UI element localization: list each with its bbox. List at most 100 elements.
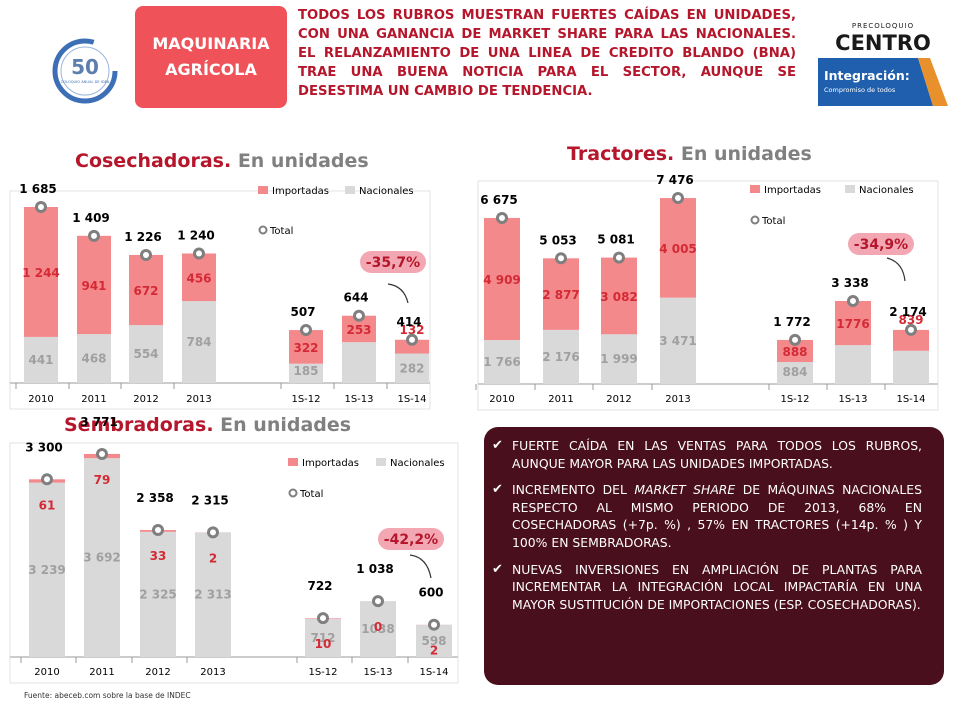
bar-nacionales <box>84 458 120 657</box>
change-arrow <box>886 257 906 282</box>
total-marker <box>317 612 329 625</box>
data-label-importadas: 322 <box>293 341 318 355</box>
bar-nacionales <box>24 336 58 383</box>
x-tick-label: 2010 <box>34 667 59 678</box>
total-marker <box>372 595 384 608</box>
legend-swatch-total <box>258 225 268 235</box>
data-label-importadas: 839 <box>898 313 923 327</box>
chart-title-sembradoras: Sembradoras. En unidades <box>64 414 352 436</box>
total-marker <box>96 447 108 460</box>
data-label-importadas: 941 <box>81 279 106 293</box>
bar-nacionales <box>140 531 176 657</box>
data-label-nacionales: 282 <box>399 361 424 375</box>
bar-nacionales <box>29 482 65 657</box>
coloquio-idea-logo: 50 COLOQUIO ANUAL DE IDEA <box>52 38 118 104</box>
data-label-importadas: 0 <box>374 620 382 634</box>
plot-frame <box>477 180 939 411</box>
data-label-total: 1 240 <box>177 228 215 242</box>
precoloquio-centro-logo: PRECOLOQUIO CENTRO Integración: Compromi… <box>818 22 948 106</box>
x-tick-label: 2013 <box>200 667 225 678</box>
x-tick-label: 1S-12 <box>308 667 337 678</box>
data-label-total: 414 <box>396 315 421 329</box>
legend-swatch-importadas <box>258 186 268 194</box>
data-label-total: 3 771 <box>80 415 118 429</box>
total-marker <box>152 524 164 537</box>
checkmark-icon: ✔ <box>492 561 503 577</box>
legend-label-nacionales: Nacionales <box>359 186 414 197</box>
data-label-nacionales: 441 <box>28 353 53 367</box>
headline: TODOS LOS RUBROS MUESTRAN FUERTES CAÍDAS… <box>298 8 796 99</box>
change-badge <box>378 528 444 550</box>
data-label-total: 600 <box>418 586 443 600</box>
bar-importadas <box>182 253 216 302</box>
data-label-nacionales: 185 <box>293 364 318 378</box>
legend-label-total: Total <box>761 216 785 227</box>
bar-nacionales <box>305 618 341 657</box>
data-label-total: 5 081 <box>597 233 635 247</box>
data-label-total: 2 358 <box>136 491 174 505</box>
bar-importadas <box>660 198 696 298</box>
data-label-total: 7 476 <box>656 173 694 187</box>
legend-swatch-nacionales <box>345 186 355 194</box>
data-label-nacionales: 2 313 <box>194 588 232 602</box>
bar-nacionales <box>893 350 929 384</box>
logo-text: COLOQUIO ANUAL DE IDEA <box>61 80 110 84</box>
legend-swatch-importadas <box>288 458 298 466</box>
section-tag-line2: AGRÍCOLA <box>165 60 257 79</box>
legend-swatch-nacionales <box>376 458 386 466</box>
legend-swatch-total <box>288 488 298 498</box>
data-label-importadas: 2 <box>430 644 438 658</box>
bar-nacionales <box>601 334 637 384</box>
data-label-nacionales: 554 <box>133 347 158 361</box>
data-label-total: 1 226 <box>124 230 162 244</box>
conclusions-panel: ✔ FUERTE CAÍDA EN LAS VENTAS PARA TODOS … <box>484 427 944 685</box>
total-marker <box>672 192 684 205</box>
conclusion-item: ✔ INCREMENTO DEL MARKET SHARE DE MÁQUINA… <box>492 482 922 550</box>
legend-label-importadas: Importadas <box>272 186 329 197</box>
change-badge-label: -35,7% <box>366 255 420 271</box>
total-marker <box>789 333 801 346</box>
legend-label-nacionales: Nacionales <box>390 458 445 469</box>
logo-right-tagline1: Integración: <box>824 68 910 83</box>
data-label-nacionales: 884 <box>782 365 807 379</box>
legend-swatch-total <box>750 215 760 225</box>
change-arrow <box>409 554 432 579</box>
data-label-total: 1 685 <box>19 182 57 196</box>
data-label-total: 1 772 <box>773 315 811 329</box>
bar-nacionales <box>77 334 111 383</box>
data-label-importadas: 672 <box>133 284 158 298</box>
data-label-nacionales: 712 <box>310 631 335 645</box>
data-label-total: 507 <box>290 305 315 319</box>
bar-importadas <box>24 207 58 337</box>
data-label-nacionales: 784 <box>186 335 211 349</box>
x-tick-label: 1S-14 <box>397 394 426 405</box>
data-label-importadas: 33 <box>150 549 167 563</box>
legend-label-importadas: Importadas <box>302 458 359 469</box>
bar-nacionales <box>660 297 696 384</box>
data-label-nacionales: 3 692 <box>83 551 121 565</box>
change-badge <box>848 233 914 255</box>
x-tick-label: 2011 <box>89 667 114 678</box>
legend-label-importadas: Importadas <box>764 185 821 196</box>
change-arrow <box>387 283 409 304</box>
data-label-total: 2 315 <box>191 493 229 507</box>
bar-importadas <box>129 254 163 326</box>
bar-importadas <box>893 329 929 351</box>
x-tick-label: 1S-13 <box>363 667 392 678</box>
bar-importadas <box>835 300 871 346</box>
bar-nacionales <box>289 363 323 383</box>
data-label-total: 6 675 <box>480 193 518 207</box>
bar-nacionales <box>395 353 429 383</box>
logo-right-name: CENTRO <box>835 31 931 55</box>
legend-label-nacionales: Nacionales <box>859 185 914 196</box>
conclusion-item: ✔ NUEVAS INVERSIONES EN AMPLIACIÓN DE PL… <box>492 561 922 612</box>
total-marker <box>193 247 205 260</box>
bar-importadas <box>484 217 520 341</box>
data-label-nacionales: 468 <box>81 352 106 366</box>
total-marker <box>300 324 312 337</box>
total-marker <box>555 252 567 265</box>
data-label-total: 1 038 <box>356 562 394 576</box>
legend-swatch-importadas <box>750 185 760 193</box>
bar-nacionales <box>360 601 396 657</box>
